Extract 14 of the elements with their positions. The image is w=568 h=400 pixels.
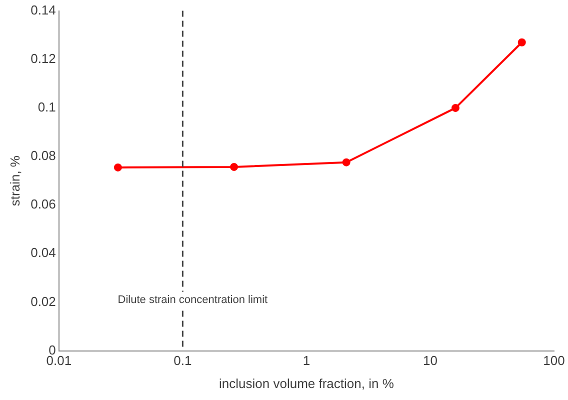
y-tick-label: 0.02 <box>30 294 56 309</box>
y-tick-label: 0.14 <box>30 2 56 18</box>
y-tick-label: 0.06 <box>30 196 56 212</box>
x-tick-label: 0.1 <box>174 353 192 368</box>
y-tick-label: 0.1 <box>38 100 56 115</box>
x-axis-title: inclusion volume fraction, in % <box>219 376 394 391</box>
x-tick-label: 1 <box>302 353 310 368</box>
y-tick-label: 0.12 <box>30 50 56 66</box>
x-tick-label: 10 <box>422 353 438 368</box>
x-tick-label: 100 <box>543 353 565 368</box>
y-tick-label: 0.08 <box>30 148 56 164</box>
y-tick-label: 0.04 <box>30 245 56 260</box>
ref-line-label: Dilute strain concentration limit <box>118 294 268 306</box>
y-axis-title: strain, % <box>7 155 22 206</box>
